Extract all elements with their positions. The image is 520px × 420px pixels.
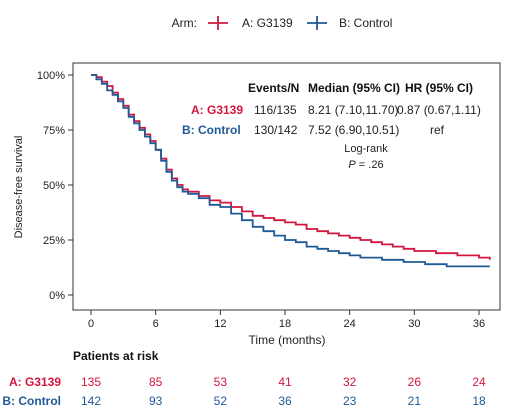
stats-median-a: 8.21 (7.10,11.70) — [308, 103, 399, 117]
logrank-p-number: = .26 — [356, 159, 384, 171]
risk-value: 18 — [472, 394, 486, 408]
y-tick-label: 50% — [43, 180, 65, 192]
risk-value: 21 — [408, 394, 422, 408]
y-tick-label: 0% — [49, 290, 65, 302]
stats-header-hr: HR (95% CI) — [405, 81, 473, 95]
y-axis: 0% 25% 50% 75% 100% — [37, 70, 73, 302]
legend-entry-arm-b — [307, 16, 327, 30]
risk-value: 24 — [472, 375, 486, 389]
stats-hr-b: ref — [430, 123, 445, 137]
stats-median-b: 7.52 (6.90,10.51) — [308, 123, 399, 137]
legend: Arm: A: G3139 B: Control — [172, 16, 392, 30]
risk-value: 52 — [214, 394, 228, 408]
stats-table: Events/N Median (95% CI) HR (95% CI) A: … — [182, 81, 481, 171]
series-line-arm-a — [91, 74, 491, 260]
x-tick-label: 0 — [88, 318, 94, 330]
stats-header-median: Median (95% CI) — [308, 81, 400, 95]
risk-value: 135 — [81, 375, 101, 389]
y-axis-label: Disease-free survival — [13, 136, 25, 239]
logrank-p-value: P = .26 — [348, 159, 383, 171]
risk-value: 36 — [278, 394, 292, 408]
legend-label-arm-b: B: Control — [339, 16, 392, 30]
stats-events-a: 116/135 — [254, 103, 297, 117]
risk-arm-a-label: A: G3139 — [9, 375, 61, 389]
risk-value: 85 — [149, 375, 163, 389]
x-tick-label: 30 — [408, 318, 420, 330]
risk-table-title: Patients at risk — [73, 349, 159, 363]
x-tick-label: 18 — [279, 318, 291, 330]
risk-values: 135 85 53 41 32 26 24 142 93 52 36 23 21 18 — [81, 375, 486, 408]
logrank-p-symbol: P — [348, 159, 356, 171]
x-axis-label: Time (months) — [249, 333, 326, 347]
legend-title: Arm: — [172, 16, 197, 30]
series-line-arm-b — [91, 74, 490, 268]
risk-value: 32 — [343, 375, 357, 389]
legend-label-arm-a: A: G3139 — [242, 16, 293, 30]
x-tick-label: 24 — [344, 318, 356, 330]
legend-entry-arm-a — [208, 16, 228, 30]
risk-value: 93 — [149, 394, 163, 408]
risk-arm-b-label: B: Control — [2, 394, 61, 408]
x-axis: 0 6 12 18 24 30 36 — [88, 310, 485, 330]
survival-curves — [91, 74, 491, 268]
y-tick-label: 100% — [37, 70, 65, 82]
y-tick-label: 25% — [43, 235, 65, 247]
y-tick-label: 75% — [43, 125, 65, 137]
stats-events-b: 130/142 — [254, 123, 298, 137]
plot-frame — [72, 62, 501, 311]
stats-arm-a: A: G3139 — [191, 103, 243, 117]
x-tick-label: 36 — [473, 318, 485, 330]
risk-value: 53 — [214, 375, 228, 389]
stats-arm-b: B: Control — [182, 123, 241, 137]
x-tick-label: 6 — [153, 318, 159, 330]
stats-hr-a: 0.87 (0.67,1.11) — [397, 103, 481, 117]
stats-header-events: Events/N — [248, 81, 299, 95]
risk-table: Patients at risk A: G3139 B: Control 135… — [2, 349, 486, 408]
logrank-label: Log-rank — [344, 143, 388, 155]
risk-value: 23 — [343, 394, 357, 408]
risk-value: 142 — [81, 394, 101, 408]
x-tick-label: 12 — [214, 318, 226, 330]
risk-value: 41 — [278, 375, 292, 389]
risk-value: 26 — [408, 375, 422, 389]
